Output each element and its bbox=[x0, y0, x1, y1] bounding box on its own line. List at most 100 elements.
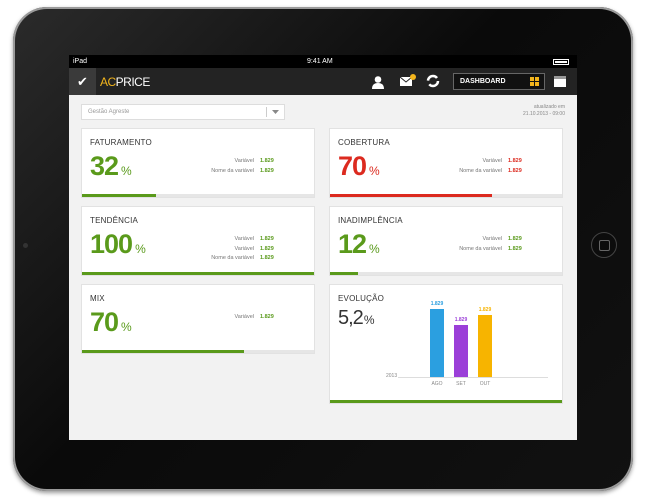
camera bbox=[23, 243, 28, 248]
bar bbox=[454, 325, 468, 377]
variable-list: Variável 1.829 Nome da variável 1.829 bbox=[459, 157, 526, 176]
value-number: 70 bbox=[90, 307, 119, 337]
updated-info: atualizado em 21.10.2013 - 09:00 bbox=[523, 104, 565, 118]
bar bbox=[430, 309, 444, 377]
value-number: 5,2 bbox=[338, 307, 364, 329]
bar-chart: 1.829 AGO 1.829 SET 1.829 OUT bbox=[430, 285, 520, 387]
refresh-icon[interactable] bbox=[426, 74, 440, 88]
battery bbox=[553, 59, 569, 65]
variable-label: Variável bbox=[234, 236, 254, 242]
variable-value: 1.829 bbox=[508, 236, 522, 242]
kpi-card: MIX 70% Variável 1.829 bbox=[81, 284, 315, 354]
variable-row: Nome da variável 1.829 bbox=[459, 167, 526, 177]
card-title: FATURAMENTO bbox=[90, 138, 152, 147]
card-title: EVOLUÇÃO bbox=[338, 294, 385, 303]
progress-track bbox=[82, 194, 314, 197]
bar-value-label: 1.829 bbox=[430, 301, 444, 307]
value-number: 12 bbox=[338, 229, 367, 259]
variable-value: 1.829 bbox=[260, 255, 274, 262]
variable-label: Nome da variável bbox=[459, 167, 502, 174]
variable-value: 1.829 bbox=[508, 245, 522, 252]
variable-label: Nome da variável bbox=[211, 167, 254, 174]
variable-row: Variável 1.829 bbox=[211, 157, 278, 167]
progress-track bbox=[82, 350, 314, 353]
progress-fill bbox=[82, 272, 314, 275]
carrier: iPad bbox=[73, 58, 88, 65]
evolution-card: EVOLUÇÃO 5,2% 2013 1.829 AGO 1.829 SET 1.829… bbox=[329, 284, 563, 404]
kpi-card: TENDÊNCIA 100% Variável 1.829 Variável 1.829 N… bbox=[81, 206, 315, 276]
variable-label: Variável bbox=[234, 314, 254, 320]
view-selector[interactable]: DASHBOARD bbox=[453, 73, 545, 90]
variable-label: Variável bbox=[234, 245, 254, 252]
logo-prefix: AC bbox=[100, 75, 116, 89]
card-title: TENDÊNCIA bbox=[90, 216, 139, 225]
card-value: 5,2% bbox=[338, 307, 375, 330]
bar-category-label: OUT bbox=[479, 381, 491, 387]
card-value: 12% bbox=[338, 229, 380, 260]
clock: 9:41 AM bbox=[307, 58, 333, 65]
view-label: DASHBOARD bbox=[460, 78, 506, 85]
progress-track bbox=[82, 272, 314, 275]
mail-icon[interactable] bbox=[399, 73, 417, 89]
value-unit: % bbox=[121, 164, 132, 178]
progress-track bbox=[330, 194, 562, 197]
card-title: MIX bbox=[90, 294, 105, 303]
value-number: 100 bbox=[90, 229, 133, 259]
variable-label: Nome da variável bbox=[211, 255, 254, 262]
variable-list: Variável 1.829 Nome da variável 1.829 bbox=[459, 235, 526, 254]
status-bar: iPad 9:41 AM bbox=[69, 55, 577, 68]
variable-row: Variável 1.829 bbox=[235, 313, 278, 323]
app-bar: ✔ ACPRICE DASHBOARD bbox=[69, 68, 577, 95]
variable-value: 1.829 bbox=[260, 236, 274, 242]
card-title: INADIMPLÊNCIA bbox=[338, 216, 403, 225]
variable-row: Nome da variável 1.829 bbox=[459, 245, 526, 255]
value-unit: % bbox=[369, 242, 380, 256]
value-number: 70 bbox=[338, 151, 367, 181]
progress-fill bbox=[82, 194, 157, 197]
kpi-card: INADIMPLÊNCIA 12% Variável 1.829 Nome da var… bbox=[329, 206, 563, 276]
value-unit: % bbox=[135, 242, 146, 256]
bar-category-label: AGO bbox=[431, 381, 443, 387]
variable-list: Variável 1.829 Variável 1.829 Nome da variáv… bbox=[211, 235, 278, 264]
card-value: 70% bbox=[90, 307, 132, 338]
variable-list: Variável 1.829 bbox=[235, 313, 278, 323]
user-icon[interactable] bbox=[371, 75, 385, 89]
kpi-card: COBERTURA 70% Variável 1.829 Nome da variáve… bbox=[329, 128, 563, 198]
variable-label: Variável bbox=[234, 158, 254, 164]
progress-fill bbox=[330, 194, 493, 197]
bar-value-label: 1.829 bbox=[478, 307, 492, 313]
updated-datetime: 21.10.2013 - 09:00 bbox=[523, 111, 565, 117]
variable-row: Variável 1.829 bbox=[459, 235, 526, 245]
bar-category-label: SET bbox=[456, 381, 466, 387]
variable-value: 1.829 bbox=[260, 314, 274, 320]
dropdown-arrow bbox=[272, 110, 279, 114]
card-value: 32% bbox=[90, 151, 132, 182]
chart-baseline bbox=[398, 377, 548, 378]
value-number: 32 bbox=[90, 151, 119, 181]
variable-label: Variável bbox=[482, 158, 502, 164]
logo: ACPRICE bbox=[100, 75, 150, 89]
bar bbox=[478, 315, 492, 377]
variable-row: Nome da variável 1.829 bbox=[211, 167, 278, 177]
value-unit: % bbox=[121, 320, 132, 334]
updated-label: atualizado em bbox=[533, 104, 565, 110]
progress-fill bbox=[330, 272, 358, 275]
filter-dropdown[interactable]: Gestão Agreste bbox=[81, 104, 285, 120]
home-button[interactable] bbox=[591, 232, 617, 258]
screen: iPad 9:41 AM ✔ ACPRICE DASHBOARD Gestão … bbox=[69, 55, 577, 440]
value-unit: % bbox=[363, 313, 375, 327]
progress-track bbox=[330, 272, 562, 275]
grid-icon bbox=[530, 77, 539, 86]
variable-row: Variável 1.829 bbox=[459, 157, 526, 167]
variable-value: 1.829 bbox=[508, 158, 522, 164]
logo-suffix: PRICE bbox=[115, 75, 151, 89]
progress-fill bbox=[82, 350, 245, 353]
home-icon bbox=[599, 240, 610, 251]
variable-label: Nome da variável bbox=[459, 245, 502, 252]
calendar-icon[interactable] bbox=[553, 74, 567, 88]
variable-row: Nome da variável 1.829 bbox=[211, 254, 278, 264]
variable-row: Variável 1.829 bbox=[211, 235, 278, 245]
check-button[interactable]: ✔ bbox=[69, 68, 96, 95]
variable-value: 1.829 bbox=[260, 158, 274, 164]
